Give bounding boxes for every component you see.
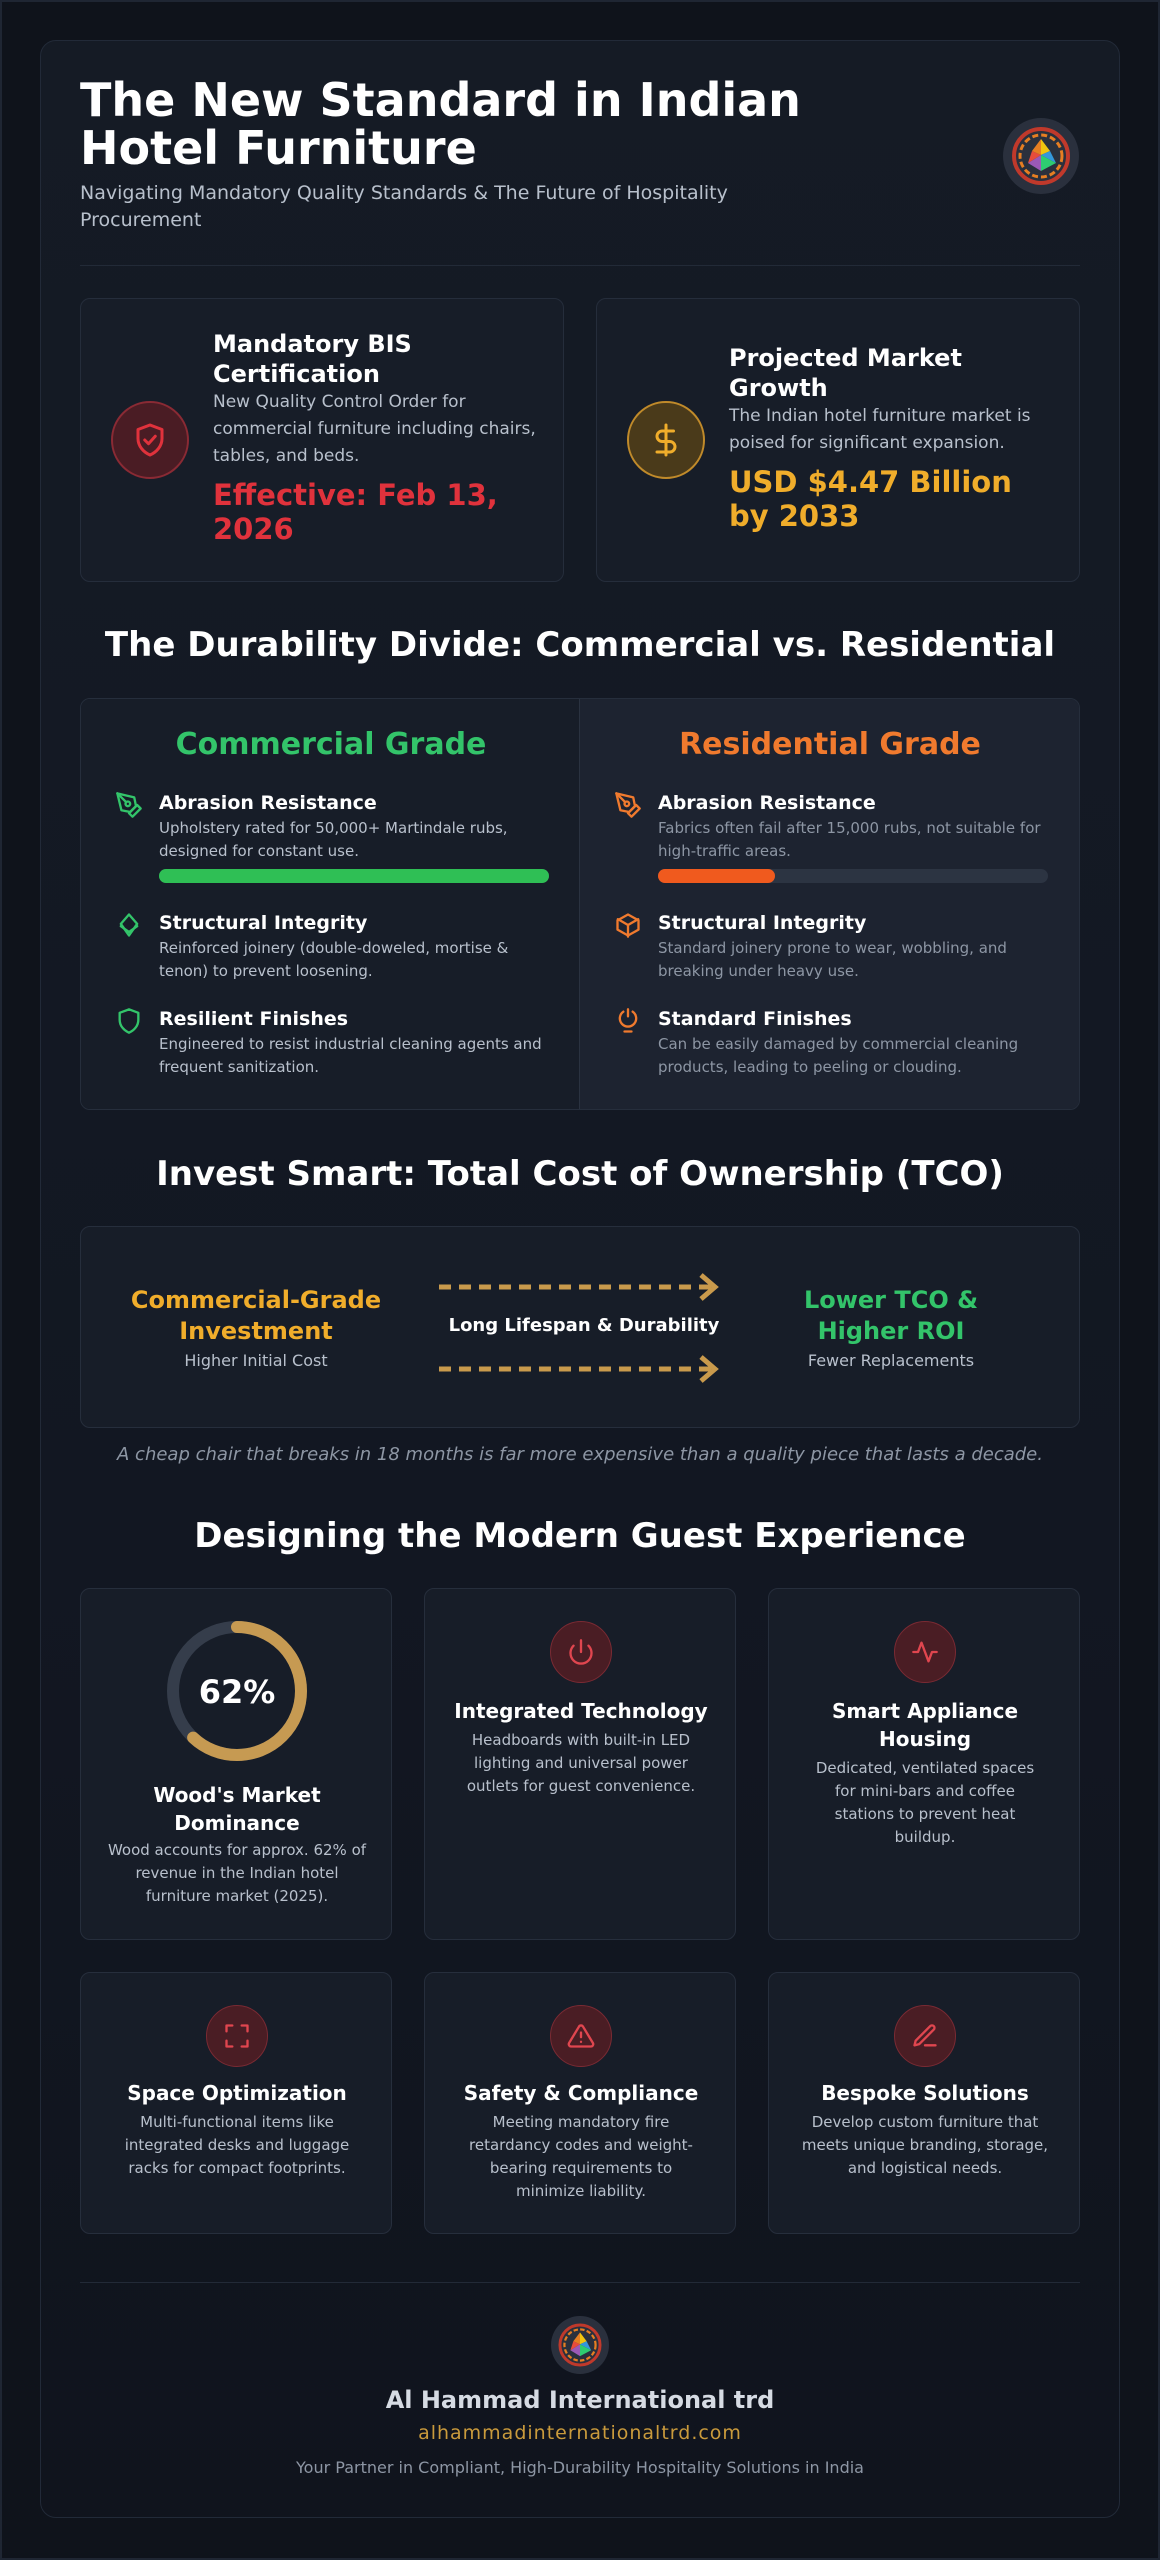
page-title: The New Standard in Indian Hotel Furnitu… [80,73,801,175]
tile-title: Wood's Market Dominance [153,1783,321,1835]
commercial-feature-finishes: Resilient Finishes Engineered to resist … [115,1007,555,1079]
company-logo-icon [1003,118,1079,194]
tile-integrated-technology: Integrated Technology Headboards with bu… [424,1588,736,1940]
stat-card-bis: Mandatory BIS Certification New Quality … [80,298,564,582]
feature-description: Can be easily damaged by commercial clea… [658,1035,1019,1076]
feature-description: Reinforced joinery (double-doweled, mort… [159,939,509,980]
residential-feature-finishes: Standard Finishes Can be easily damaged … [614,1007,1054,1079]
abrasion-bar-fill [658,869,775,883]
residential-column: Residential Grade Abrasion Resistance Fa… [580,699,1079,1109]
footer-company-name: Al Hammad International trd [385,2386,775,2414]
tile-description: Meeting mandatory fire retardancy codes … [469,2113,693,2200]
tco-investment: Commercial-Grade Investment Higher Initi… [121,1285,391,1370]
stat-highlight: USD $4.47 Billion by 2033 [729,465,1012,533]
tile-description: Dedicated, ventilated spaces for mini-ba… [815,1759,1035,1846]
feature-title: Abrasion Resistance [159,792,377,814]
tile-smart-appliance: Smart Appliance Housing Dedicated, venti… [768,1588,1080,1940]
feature-title: Standard Finishes [658,1008,852,1030]
pen-tool-icon [115,791,143,819]
commercial-column: Commercial Grade Abrasion Resistance Uph… [81,699,580,1109]
header-divider [80,265,1080,266]
dashed-arrow-icon [439,1273,719,1383]
edit-pen-icon [894,2005,956,2067]
wood-donut-chart [167,1621,307,1761]
shield-icon [115,1007,143,1035]
residential-title: Residential Grade [679,727,981,762]
feature-title: Structural Integrity [159,912,368,934]
layers-icon [115,911,143,939]
feature-description: Fabrics often fail after 15,000 rubs, no… [658,819,1041,860]
activity-icon [894,1621,956,1683]
tco-investment-sub: Higher Initial Cost [184,1351,328,1370]
abrasion-bar-fill [159,869,549,883]
abrasion-bar-commercial [159,869,549,883]
tco-middle-label: Long Lifespan & Durability [448,1315,720,1336]
stat-description: New Quality Control Order for commercial… [213,392,536,466]
commercial-title: Commercial Grade [175,727,487,762]
feature-title: Abrasion Resistance [658,792,876,814]
tco-arrows: Long Lifespan & Durability [439,1267,729,1387]
feature-description: Engineered to resist industrial cleaning… [159,1035,542,1076]
dollar-icon [627,401,705,479]
stat-title: Projected Market Growth [729,344,962,402]
tile-title: Smart Appliance Housing [831,1699,1019,1751]
tco-outcome: Lower TCO & Higher ROI Fewer Replacement… [761,1285,1021,1370]
tco-outcome-title: Lower TCO & Higher ROI [803,1286,979,1345]
tile-description: Wood accounts for approx. 62% of revenue… [107,1841,367,1905]
residential-feature-structure: Structural Integrity Standard joinery pr… [614,911,1054,983]
feature-description: Standard joinery prone to wear, wobbling… [658,939,1007,980]
stat-title: Mandatory BIS Certification [213,330,412,388]
stat-description: The Indian hotel furniture market is poi… [729,406,1031,453]
tco-investment-title: Commercial-Grade Investment [130,1286,382,1345]
tco-outcome-sub: Fewer Replacements [807,1351,975,1370]
pen-tool-icon [614,791,642,819]
box-icon [614,911,642,939]
tile-space-optimization: Space Optimization Multi-functional item… [80,1972,392,2234]
footer-divider [80,2282,1080,2283]
durability-heading: The Durability Divide: Commercial vs. Re… [104,625,1056,665]
tile-description: Multi-functional items like integrated d… [124,2113,350,2177]
commercial-feature-structure: Structural Integrity Reinforced joinery … [115,911,555,983]
power-icon [550,1621,612,1683]
tco-quote: A cheap chair that breaks in 18 months i… [117,1444,1043,1465]
tco-panel: Commercial-Grade Investment Higher Initi… [80,1226,1080,1428]
tile-title: Bespoke Solutions [821,2081,1029,2105]
donut-arc [167,1621,307,1761]
tile-safety-compliance: Safety & Compliance Meeting mandatory fi… [424,1972,736,2234]
tile-description: Develop custom furniture that meets uniq… [801,2113,1049,2177]
tile-bespoke-solutions: Bespoke Solutions Develop custom furnitu… [768,1972,1080,2234]
page-subtitle: Navigating Mandatory Quality Standards &… [80,182,728,231]
residential-feature-abrasion: Abrasion Resistance Fabrics often fail a… [614,791,1054,863]
footer-website-link[interactable]: alhammadinternationaltrd.com [418,2422,742,2444]
abrasion-bar-residential [658,869,1048,883]
tile-title: Space Optimization [127,2081,347,2105]
durability-comparison: Commercial Grade Abrasion Resistance Uph… [80,698,1080,1110]
feature-title: Resilient Finishes [159,1008,349,1030]
commercial-feature-abrasion: Abrasion Resistance Upholstery rated for… [115,791,555,863]
footer-logo-icon [551,2316,609,2374]
footer-tagline: Your Partner in Compliant, High-Durabili… [296,2458,864,2477]
stat-card-market: Projected Market Growth The Indian hotel… [596,298,1080,582]
tile-title: Integrated Technology [454,1699,708,1723]
tco-heading: Invest Smart: Total Cost of Ownership (T… [156,1154,1004,1194]
tile-title: Safety & Compliance [463,2081,699,2105]
maximize-icon [206,2005,268,2067]
shield-check-icon [111,401,189,479]
feature-description: Upholstery rated for 50,000+ Martindale … [159,819,508,860]
wood-percent-label: 62% [198,1673,276,1711]
stat-highlight: Effective: Feb 13, 2026 [213,478,498,546]
guest-heading: Designing the Modern Guest Experience [194,1516,966,1556]
feature-title: Structural Integrity [658,912,867,934]
tile-description: Headboards with built-in LED lighting an… [466,1731,696,1795]
alert-triangle-icon [550,2005,612,2067]
tile-wood-dominance: 62% Wood's Market Dominance Wood account… [80,1588,392,1940]
plug-icon [614,1007,642,1035]
